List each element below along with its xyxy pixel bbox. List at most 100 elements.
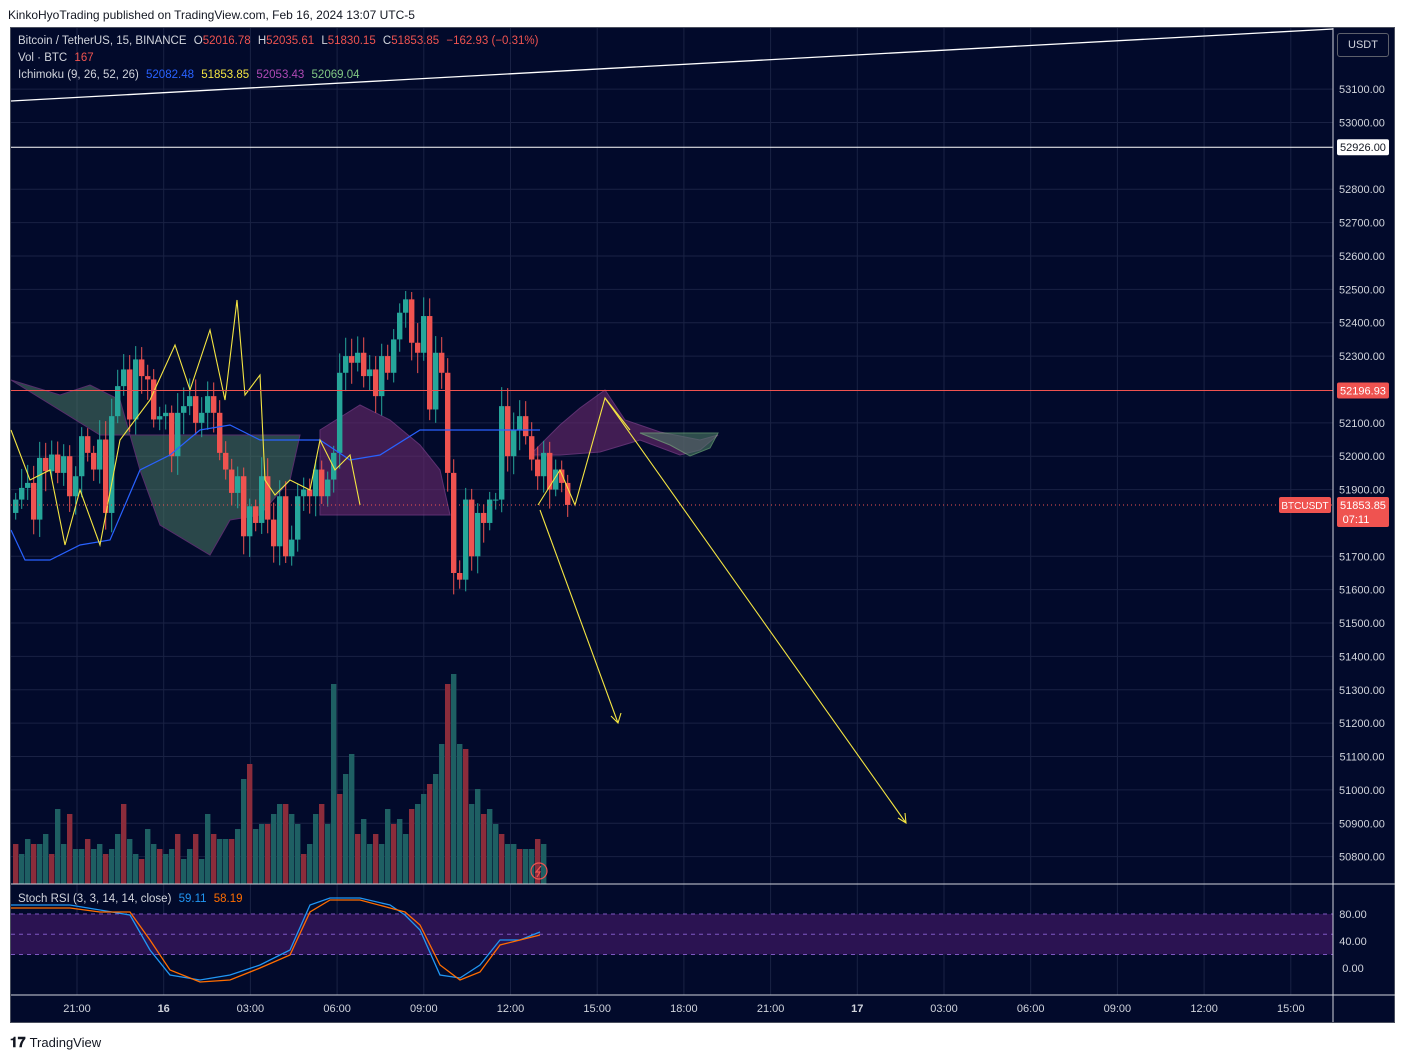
price-axis-label: 52300.00 — [1339, 351, 1385, 363]
candle-body — [247, 506, 253, 537]
level-red-badge-bg — [1337, 382, 1389, 399]
time-axis-label: 21:00 — [757, 1003, 785, 1015]
stoch-legend[interactable]: Stoch RSI (3, 3, 14, 14, close) 59.11 58… — [18, 893, 247, 905]
candle-body — [175, 412, 181, 457]
volume-bar — [91, 849, 97, 884]
volume-bar — [265, 824, 271, 884]
candle-body — [385, 356, 391, 373]
volume-bar — [271, 814, 277, 884]
candle-body — [553, 469, 559, 490]
price-axis-label: 51900.00 — [1339, 485, 1385, 497]
candle-body — [343, 356, 349, 373]
candle-body — [475, 512, 481, 557]
candle-body — [115, 386, 121, 417]
volume-bar — [169, 849, 175, 884]
volume-bar — [25, 839, 31, 884]
candle-body — [433, 352, 439, 410]
volume-bar — [259, 824, 265, 884]
volume-bar — [433, 774, 439, 884]
candle-body — [469, 499, 475, 557]
volume-bar — [367, 844, 373, 884]
time-axis-label: 15:00 — [583, 1003, 611, 1015]
stoch-d-value: 58.19 — [213, 893, 243, 905]
low-label: L — [321, 35, 328, 47]
ichimoku-legend[interactable]: Ichimoku (9, 26, 52, 26) 52082.48 51853.… — [18, 69, 364, 81]
publisher-line: KinkoHyoTrading published on TradingView… — [8, 8, 415, 22]
volume-legend[interactable]: Vol · BTC 167 — [18, 52, 98, 64]
candle-body — [451, 472, 457, 573]
volume-bar — [289, 814, 295, 884]
volume-bar — [331, 684, 337, 884]
candle-body — [217, 412, 223, 453]
volume-label: Vol · BTC — [18, 52, 68, 64]
time-axis-label: 17 — [851, 1003, 863, 1015]
candle-body — [31, 482, 37, 520]
time-axis-label: 15:00 — [1277, 1003, 1305, 1015]
volume-bar — [301, 854, 307, 884]
price-axis-label: 51500.00 — [1339, 618, 1385, 630]
volume-bar — [31, 844, 37, 884]
candle-body — [421, 316, 427, 353]
volume-bar — [457, 744, 463, 884]
open-value: 52016.78 — [202, 35, 251, 47]
projection-arrow-1 — [539, 509, 619, 724]
volume-bar — [223, 839, 229, 884]
grid — [11, 28, 1333, 995]
candle-body — [253, 506, 259, 523]
ichimoku-lagging-value: 51853.85 — [201, 69, 250, 81]
price-axis-label: 50900.00 — [1339, 818, 1385, 830]
candle-body — [205, 396, 211, 413]
candle-body — [463, 499, 469, 580]
candle-body — [235, 476, 241, 493]
open-label: O — [193, 35, 203, 47]
price-axis-label: 52100.00 — [1339, 418, 1385, 430]
volume-bar — [109, 849, 115, 884]
level-white-badge: 52926.00 — [1340, 142, 1386, 154]
volume-bar — [487, 809, 493, 884]
volume-bar — [385, 809, 391, 884]
price-axis-label: 53000.00 — [1339, 118, 1385, 130]
candle-body — [361, 352, 367, 377]
volume-bar — [295, 824, 301, 884]
currency-button[interactable]: USDT — [1337, 33, 1389, 57]
volume-bar — [505, 844, 511, 884]
price-axis-label: 51400.00 — [1339, 651, 1385, 663]
time-axis-label: 03:00 — [930, 1003, 958, 1015]
volume-bar — [475, 789, 481, 884]
time-axis-label: 09:00 — [410, 1003, 438, 1015]
volume-bar — [349, 754, 355, 884]
conversion-line — [10, 424, 540, 561]
cloud-segment-bear — [319, 404, 451, 516]
candle-body — [229, 469, 235, 493]
level-white-badge-bg — [1337, 139, 1389, 156]
volume-bar — [55, 809, 61, 884]
volume-bar — [85, 839, 91, 884]
volume-bar — [241, 779, 247, 884]
footer-brand-text: TradingView — [29, 1035, 102, 1050]
candle-body — [67, 456, 73, 497]
stoch-axis-label: 40.00 — [1339, 936, 1367, 948]
symbol-tag-bg — [1279, 496, 1331, 513]
footer-brand[interactable]: 𝟏𝟕 TradingView — [10, 1034, 101, 1051]
volume-bar — [193, 834, 199, 884]
high-label: H — [257, 35, 267, 47]
symbol-legend[interactable]: Bitcoin / TetherUS, 15, BINANCE O52016.7… — [18, 35, 542, 47]
volume-bar — [97, 844, 103, 884]
volume-bar — [493, 824, 499, 884]
volume-bar — [355, 834, 361, 884]
close-label: C — [382, 35, 392, 47]
candle-body — [379, 356, 385, 397]
candle-body — [505, 406, 511, 457]
candle-body — [169, 412, 175, 457]
candle-body — [301, 489, 307, 497]
candle-body — [391, 339, 397, 373]
candle-body — [49, 454, 55, 472]
time-axis-label: 12:00 — [1190, 1003, 1218, 1015]
time-axis-label: 03:00 — [237, 1003, 265, 1015]
volume-bar — [19, 854, 25, 884]
price-axis-label: 51200.00 — [1339, 718, 1385, 730]
axes: 53100.00 53000.00 52800.00 52700.00 52600.00… — [11, 28, 1395, 1022]
volume-bar — [103, 854, 109, 884]
volume-bar — [391, 824, 397, 884]
